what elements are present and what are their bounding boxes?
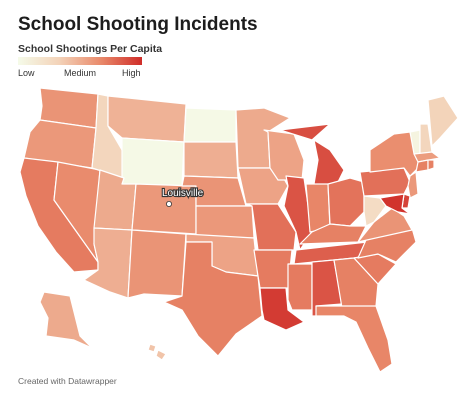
state-nj[interactable] <box>407 171 419 199</box>
state-wy[interactable] <box>121 137 185 187</box>
state-ks[interactable] <box>195 205 255 239</box>
state-ms[interactable] <box>287 263 313 311</box>
state-ak[interactable] <box>39 291 93 349</box>
state-hi[interactable] <box>147 343 167 361</box>
legend-low-label: Low <box>18 68 35 78</box>
state-ga[interactable] <box>333 257 379 309</box>
state-nc[interactable] <box>357 227 417 263</box>
map-title: School Shooting Incidents <box>18 14 258 35</box>
state-mt[interactable] <box>107 95 187 143</box>
state-me[interactable] <box>427 95 459 147</box>
state-nd[interactable] <box>183 107 237 143</box>
color-legend: Low Medium High <box>18 57 142 78</box>
state-ny[interactable] <box>369 131 421 177</box>
state-ct[interactable] <box>415 159 429 173</box>
state-il[interactable] <box>283 175 313 251</box>
city-marker-louisville: Louisville <box>161 187 205 207</box>
state-fl[interactable] <box>315 305 393 373</box>
state-tx[interactable] <box>163 241 263 357</box>
city-dot <box>165 200 172 207</box>
legend-gradient-bar <box>18 57 142 65</box>
state-nm[interactable] <box>127 229 187 299</box>
credit-text: Created with Datawrapper <box>18 376 117 386</box>
legend-medium-label: Medium <box>64 68 97 78</box>
state-ar[interactable] <box>253 249 293 289</box>
state-ma[interactable] <box>413 151 441 163</box>
state-oh[interactable] <box>327 177 365 227</box>
state-sd[interactable] <box>183 141 239 179</box>
legend-high-label: High <box>122 68 141 78</box>
state-in[interactable] <box>305 183 331 233</box>
state-ri[interactable] <box>427 159 435 171</box>
state-la[interactable] <box>259 287 305 331</box>
legend-title: School Shootings Per Capita <box>18 43 163 55</box>
city-label: Louisville <box>162 188 204 199</box>
state-pa[interactable] <box>359 167 411 197</box>
state-mo[interactable] <box>245 203 297 251</box>
state-md[interactable] <box>379 193 411 215</box>
